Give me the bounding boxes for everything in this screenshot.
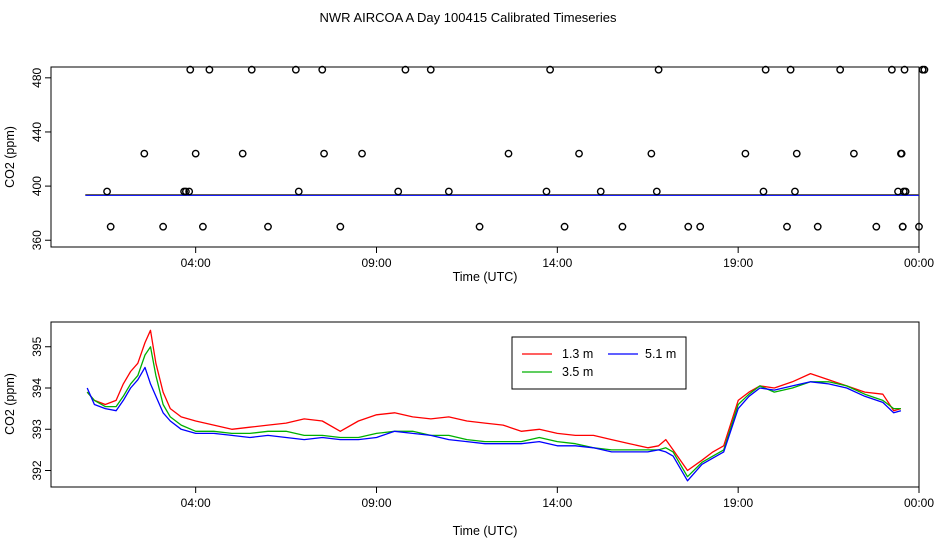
calibration-point-47	[872, 222, 881, 231]
calibration-point-15	[294, 187, 303, 196]
top-x-tick-label-2: 14:00	[542, 256, 572, 270]
calibration-point-38	[759, 187, 768, 196]
calibration-point-6	[182, 187, 190, 196]
chart-title: NWR AIRCOA A Day 100415 Calibrated Times…	[320, 10, 617, 25]
calibration-point-13	[264, 222, 272, 231]
top-x-axis-label: Time (UTC)	[453, 270, 518, 284]
top-series	[85, 194, 919, 196]
calibration-point-29	[575, 149, 583, 158]
calibration-point-0	[106, 222, 115, 231]
calibration-point-58	[898, 222, 907, 231]
calibration-point-10	[205, 65, 214, 74]
top-y-axis-label: CO2 (ppm)	[3, 126, 17, 188]
calibration-point-3	[159, 222, 168, 231]
calibration-point-40	[783, 222, 791, 231]
calibration-point-44	[813, 222, 822, 231]
bottom-series	[86, 329, 902, 482]
calibration-point-8	[198, 222, 207, 231]
bottom-y-tick-label-3: 395	[30, 336, 44, 356]
calibration-point-25	[504, 149, 513, 158]
legend-box	[511, 336, 687, 390]
calibration-point-42	[791, 187, 799, 196]
top-x-tick-label-0: 04:00	[181, 256, 211, 270]
calibration-point-33	[647, 149, 656, 158]
calibration-point-41	[786, 65, 795, 74]
calibration-point-34	[652, 187, 661, 196]
calibration-point-46	[850, 149, 858, 158]
calibration-point-22	[426, 65, 435, 74]
calibration-point-39	[761, 65, 770, 74]
calibration-point-48	[887, 65, 896, 74]
bottom-series-0	[86, 329, 902, 472]
top-y-tick-label-2: 440	[30, 122, 44, 142]
calibration-point-23	[444, 187, 453, 196]
legend-label-5-1m: 5.1 m	[645, 347, 676, 361]
top-axes: 04:00 09:00 14:00 19:00 00:00 360 400 440 480	[30, 67, 934, 270]
calibration-point-45	[836, 65, 845, 74]
bottom-x-tick-label-3: 19:00	[723, 496, 753, 510]
calibration-point-18	[336, 222, 345, 231]
calibration-point-31	[618, 222, 627, 231]
bottom-x-tick-label-4: 00:00	[904, 496, 934, 510]
calibration-point-21	[394, 187, 403, 196]
bottom-series-2	[86, 366, 902, 482]
calibration-point-9	[191, 149, 200, 158]
bottom-y-tick-label-0: 392	[30, 460, 44, 480]
bottom-y-axis-label: CO2 (ppm)	[3, 373, 17, 435]
top-y-tick-label-3: 480	[30, 67, 44, 87]
calibration-point-59	[918, 65, 927, 74]
calibration-point-56	[901, 187, 910, 196]
calibration-point-54	[915, 222, 923, 231]
calibration-point-16	[318, 65, 327, 74]
calibration-point-52	[900, 65, 909, 74]
top-y-tick-label-0: 360	[30, 230, 44, 250]
bottom-axes: 04:00 09:00 14:00 19:00 00:00 392 393 394 395	[30, 336, 934, 510]
calibration-point-26	[542, 187, 551, 196]
calibration-point-57	[897, 149, 905, 158]
calibration-point-32	[654, 65, 663, 74]
calibration-point-36	[696, 222, 705, 231]
top-calibration-points	[103, 65, 929, 231]
calibration-point-35	[684, 222, 693, 231]
bottom-x-tick-label-1: 09:00	[361, 496, 391, 510]
calibration-point-12	[247, 65, 256, 74]
top-plot-frame	[50, 66, 920, 248]
calibration-point-7	[185, 187, 194, 196]
calibration-point-14	[291, 65, 300, 74]
calibration-point-11	[238, 149, 247, 158]
top-x-tick-label-1: 09:00	[361, 256, 391, 270]
calibration-point-4	[186, 65, 195, 74]
legend-label-1-3m: 1.3 m	[562, 347, 593, 361]
calibration-point-24	[475, 222, 484, 231]
top-x-tick-label-3: 19:00	[723, 256, 753, 270]
legend: 1.3 m 5.1 m 3.5 m	[511, 336, 687, 390]
bottom-y-tick-label-1: 393	[30, 419, 44, 439]
top-x-tick-label-4: 00:00	[904, 256, 934, 270]
calibration-point-2	[140, 149, 149, 158]
calibration-point-37	[741, 149, 750, 158]
bottom-series-1	[86, 346, 901, 478]
calibration-point-19	[358, 149, 366, 158]
bottom-x-tick-label-0: 04:00	[181, 496, 211, 510]
bottom-x-tick-label-2: 14:00	[542, 496, 572, 510]
calibration-point-1	[103, 187, 111, 196]
calibration-point-20	[401, 65, 410, 74]
calibration-point-30	[596, 187, 605, 196]
bottom-plot-frame	[50, 321, 920, 488]
calibration-point-28	[560, 222, 569, 231]
calibration-point-43	[792, 149, 801, 158]
calibration-point-27	[546, 65, 554, 74]
bottom-y-tick-label-2: 394	[30, 378, 44, 398]
bottom-x-axis-label: Time (UTC)	[453, 524, 518, 538]
calibration-point-17	[320, 149, 328, 158]
top-y-tick-label-1: 400	[30, 176, 44, 196]
legend-label-3-5m: 3.5 m	[562, 365, 593, 379]
